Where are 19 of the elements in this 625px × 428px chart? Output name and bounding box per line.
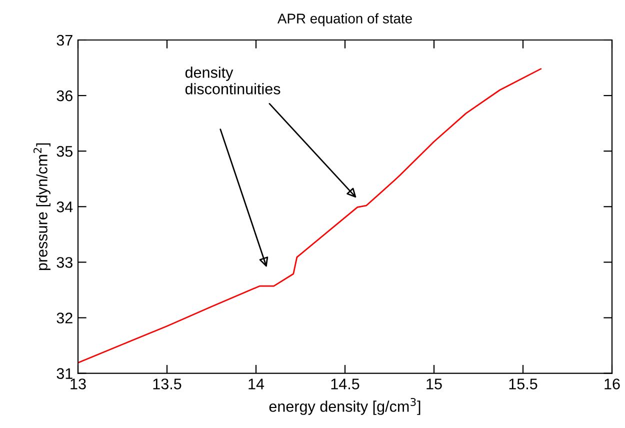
- x-tick-label: 16: [604, 378, 620, 390]
- annotation: density discontinuities: [185, 66, 280, 94]
- y-tick-label: 35: [56, 146, 72, 157]
- y-tick-label: 31: [56, 368, 72, 379]
- x-tick-label: 14.5: [331, 378, 360, 390]
- y-axis-title: pressure [dyn/cm$^{2}$]: [33, 143, 50, 270]
- y-tick-label: 33: [56, 257, 72, 268]
- x-tick-label: 15.5: [509, 378, 538, 390]
- line-series: [78, 68, 542, 364]
- y-tick-label: 36: [56, 90, 72, 102]
- chart-title: APR equation of state: [277, 13, 412, 26]
- y-tick-label: 37: [56, 34, 72, 46]
- x-tick-label: 14: [248, 378, 264, 390]
- x-tick-label: 15: [426, 378, 442, 390]
- x-axis-title: energy density [g/cm$^{3}$]: [269, 398, 420, 415]
- x-tick-label: 13: [70, 378, 86, 390]
- x-tick-label: 13.5: [153, 378, 182, 390]
- y-tick-label: 34: [56, 202, 73, 212]
- y-tick-label: 32: [56, 312, 72, 324]
